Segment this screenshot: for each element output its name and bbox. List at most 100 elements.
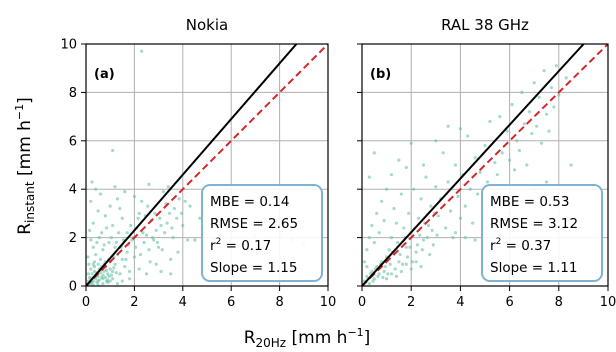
data-point bbox=[476, 192, 480, 196]
data-point bbox=[448, 209, 453, 213]
data-point bbox=[89, 238, 93, 242]
x-tick-label: 8 bbox=[275, 295, 283, 310]
panel-ral-38ghz: 0 2 4 6 8 10 RAL 38 GHz (b) MBE = 0.53 RMSE = 3.1… bbox=[357, 16, 616, 310]
data-point bbox=[137, 211, 141, 215]
one-to-one-line bbox=[86, 44, 328, 286]
data-point bbox=[402, 226, 406, 230]
data-point bbox=[405, 255, 410, 259]
data-point bbox=[569, 163, 573, 167]
data-point bbox=[389, 173, 394, 177]
data-point bbox=[463, 204, 467, 208]
data-point bbox=[108, 204, 112, 208]
stats-box bbox=[201, 184, 323, 282]
y-tick-label: 2 bbox=[69, 231, 77, 246]
data-point bbox=[404, 165, 408, 170]
data-point bbox=[140, 49, 144, 53]
data-point bbox=[114, 240, 118, 245]
data-point bbox=[414, 250, 418, 254]
data-point bbox=[141, 231, 145, 235]
data-point bbox=[96, 209, 100, 213]
data-point bbox=[505, 129, 509, 133]
data-point bbox=[365, 265, 369, 269]
data-point bbox=[123, 190, 127, 194]
x-axis-label-exp: −1 bbox=[347, 326, 363, 339]
data-point bbox=[398, 252, 402, 257]
data-point bbox=[129, 223, 133, 228]
data-point bbox=[179, 211, 184, 215]
stat-line: MBE = 0.53 bbox=[490, 194, 569, 210]
data-point bbox=[89, 267, 93, 271]
stat-line: Slope = 1.15 bbox=[210, 260, 297, 276]
one-to-one-line bbox=[362, 44, 608, 286]
data-point bbox=[103, 214, 107, 218]
data-point bbox=[111, 277, 115, 281]
data-point bbox=[118, 206, 122, 211]
y-tick-label: 6 bbox=[69, 134, 77, 149]
y-tick-label: 8 bbox=[69, 86, 77, 101]
data-point bbox=[92, 265, 97, 269]
data-point bbox=[397, 158, 401, 162]
data-point bbox=[102, 269, 106, 274]
panel-label: (b) bbox=[370, 67, 391, 82]
panel-label: (a) bbox=[94, 67, 115, 82]
data-point bbox=[407, 211, 411, 215]
data-point bbox=[370, 223, 374, 228]
data-point bbox=[193, 238, 197, 242]
data-point bbox=[198, 216, 202, 220]
x-tick-label: 2 bbox=[130, 295, 138, 310]
data-point bbox=[453, 163, 458, 167]
data-point bbox=[94, 252, 98, 257]
data-point bbox=[109, 236, 114, 240]
data-point bbox=[113, 185, 117, 189]
data-point bbox=[176, 250, 180, 254]
y-tick-label: 4 bbox=[69, 183, 77, 198]
data-point bbox=[444, 226, 448, 230]
data-point bbox=[157, 245, 161, 249]
data-point bbox=[148, 260, 152, 264]
data-point bbox=[397, 260, 401, 264]
data-point bbox=[154, 262, 158, 266]
data-point bbox=[94, 187, 98, 191]
data-point bbox=[493, 160, 497, 165]
data-point bbox=[103, 275, 107, 280]
data-point bbox=[107, 240, 111, 245]
data-point bbox=[510, 102, 514, 107]
data-point bbox=[125, 231, 129, 235]
data-point bbox=[120, 257, 124, 261]
data-point bbox=[101, 273, 105, 277]
data-point bbox=[120, 279, 124, 283]
data-point bbox=[451, 236, 455, 240]
panel-title: RAL 38 GHz bbox=[441, 16, 529, 34]
x-tick-label: 2 bbox=[407, 295, 415, 310]
data-point bbox=[512, 168, 517, 172]
x-axis-label-unit: [mm h bbox=[286, 328, 347, 348]
data-point bbox=[90, 272, 94, 276]
data-point bbox=[87, 262, 91, 266]
data-point bbox=[136, 216, 140, 220]
data-point bbox=[542, 69, 546, 73]
data-point bbox=[552, 105, 556, 109]
data-point bbox=[144, 233, 149, 237]
data-point bbox=[377, 231, 381, 235]
data-point bbox=[127, 269, 132, 274]
data-point bbox=[404, 245, 408, 249]
data-point bbox=[483, 144, 487, 148]
data-point bbox=[554, 64, 558, 68]
stat-line: r2 = 0.37 bbox=[490, 237, 551, 254]
data-point bbox=[98, 257, 103, 261]
data-point bbox=[424, 175, 428, 179]
data-point bbox=[419, 197, 423, 201]
x-axis-label-main: R bbox=[244, 328, 256, 348]
data-point bbox=[382, 219, 386, 223]
stat-line: r2 = 0.17 bbox=[210, 237, 271, 254]
data-point bbox=[91, 245, 95, 249]
data-point bbox=[118, 272, 122, 276]
y-axis-label-exp: −1 bbox=[13, 104, 26, 120]
data-point bbox=[441, 151, 445, 155]
data-point bbox=[495, 173, 499, 177]
data-point bbox=[421, 238, 426, 242]
data-point bbox=[88, 228, 92, 232]
data-point bbox=[108, 267, 112, 271]
data-point bbox=[367, 281, 371, 286]
data-point bbox=[458, 216, 462, 220]
